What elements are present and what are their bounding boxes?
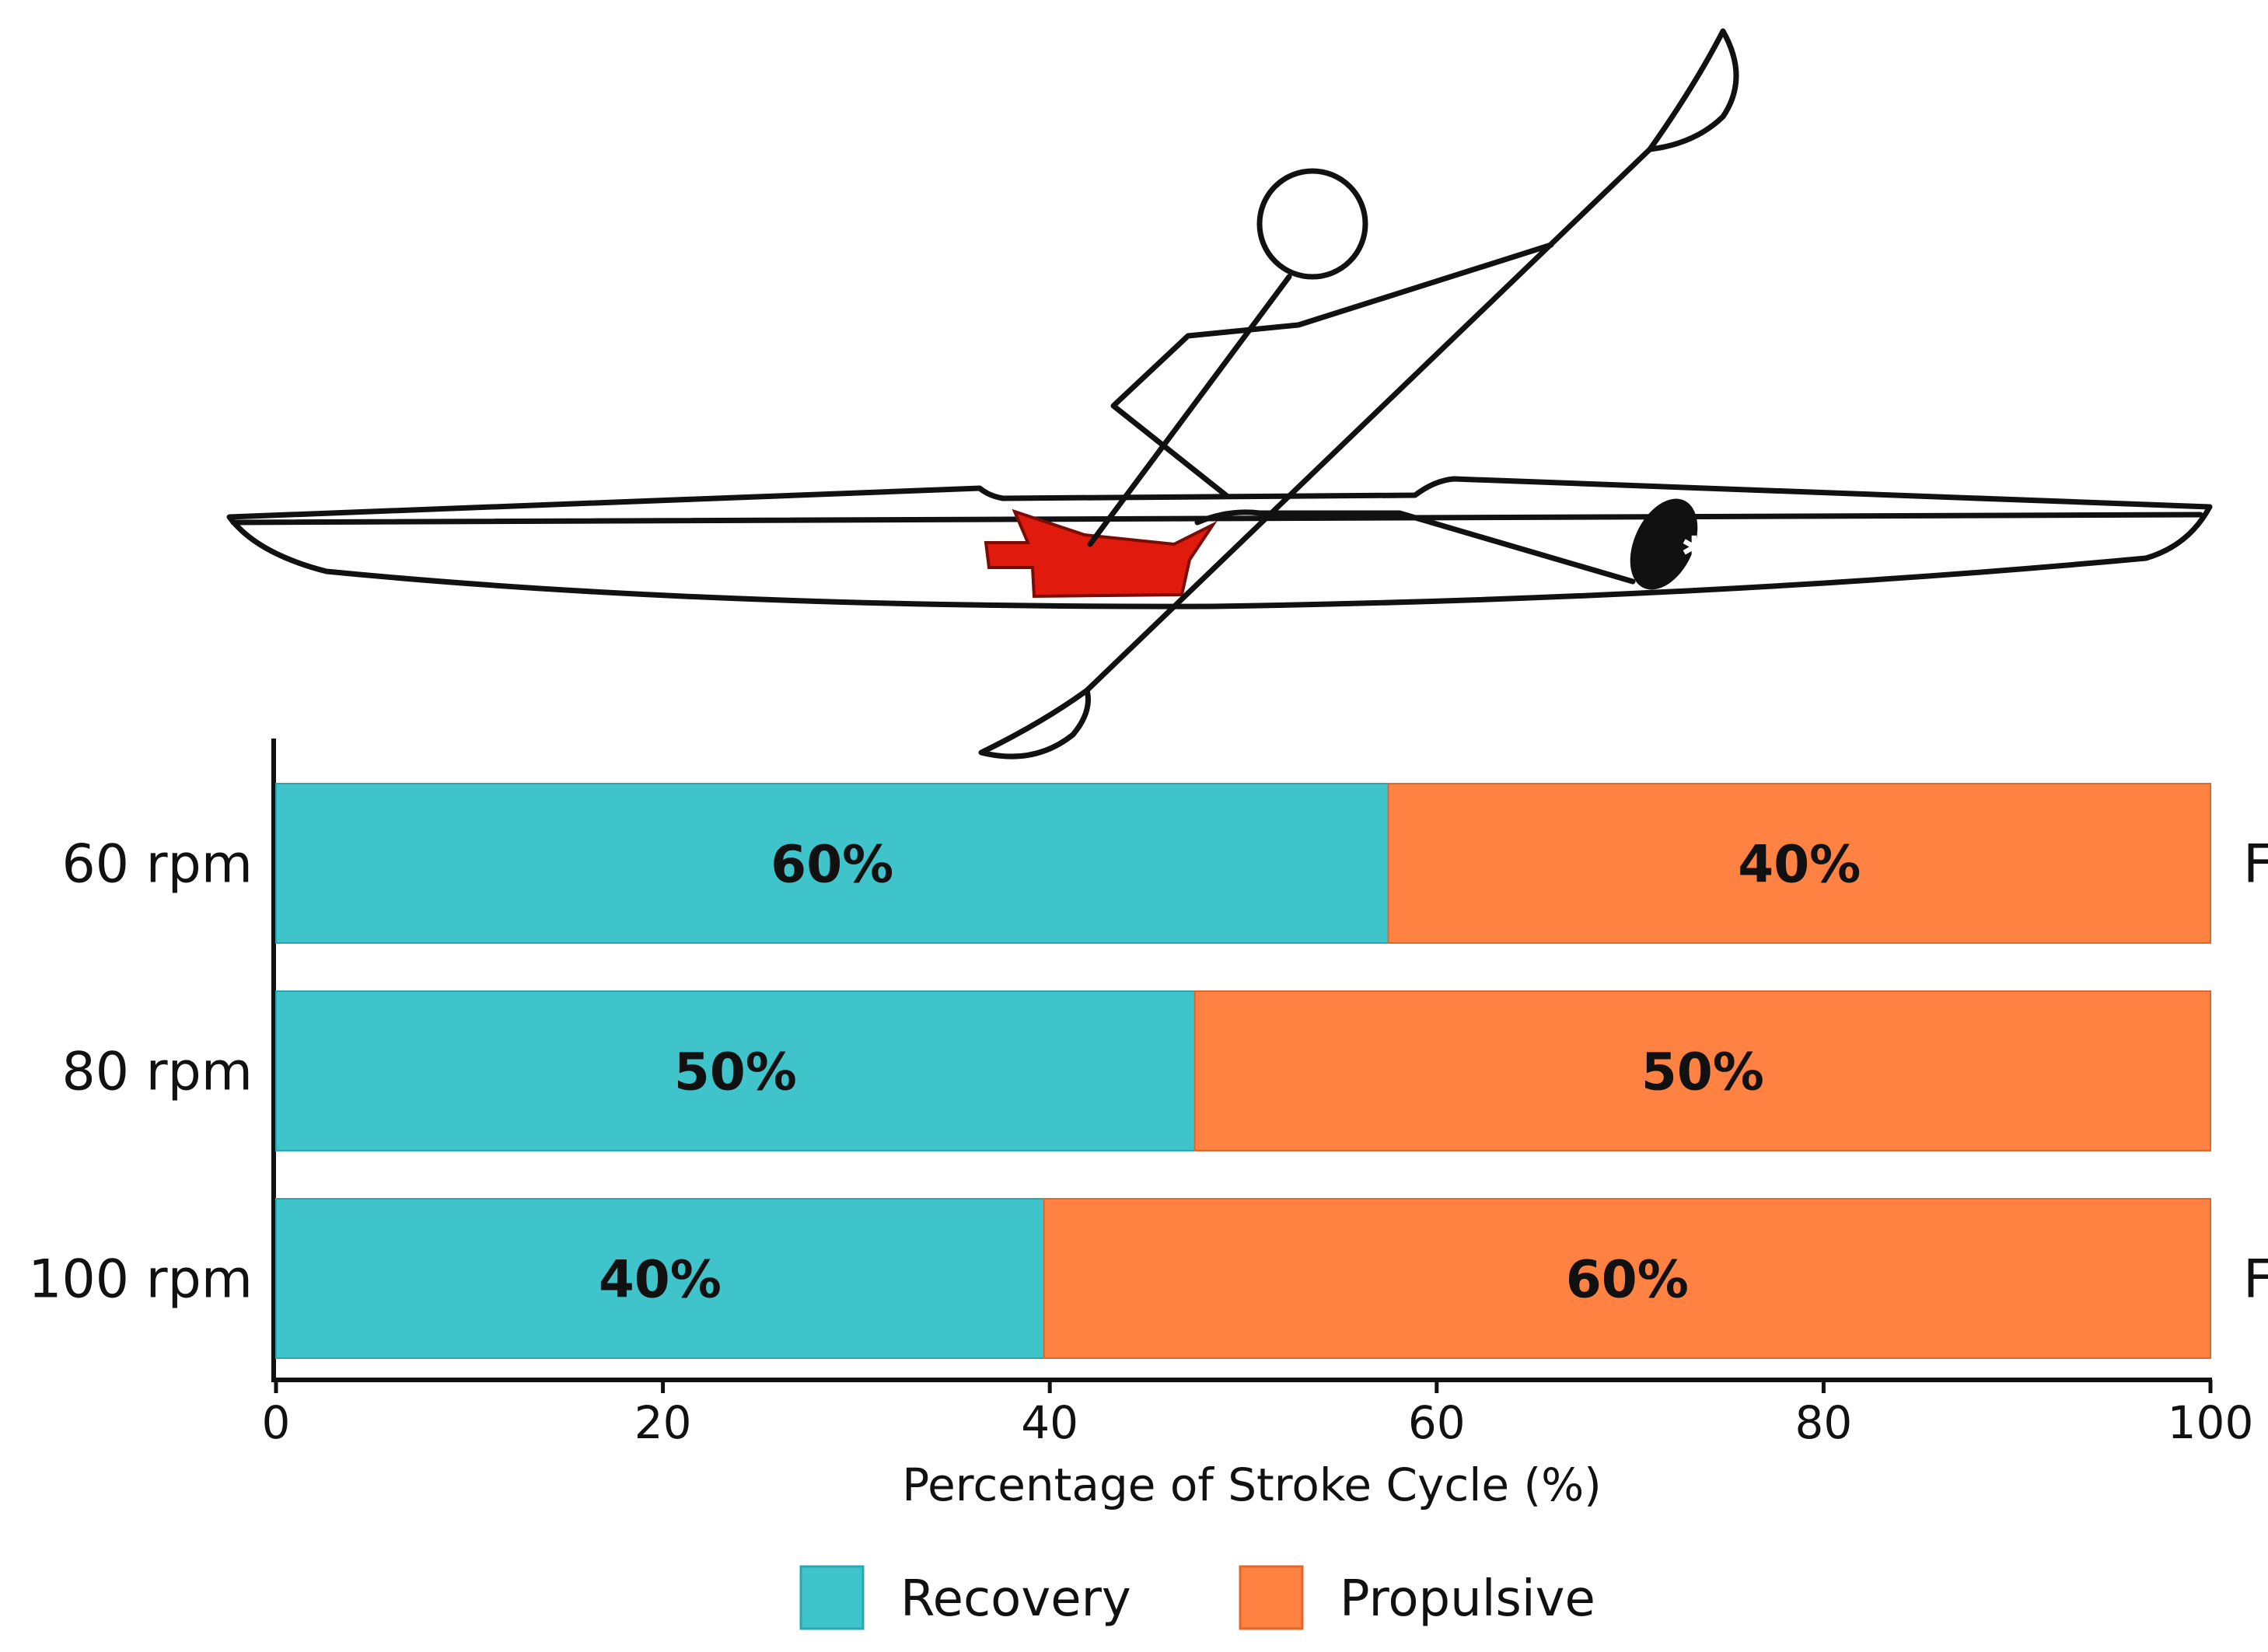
category-labels: 60 rpm 80 rpm 100 rpm [28,834,253,1311]
kayak-hull [226,476,2213,609]
legend-label-recovery: Recovery [900,1570,1131,1628]
legend: Recovery Propulsive [799,1565,1595,1630]
paddle-shaft [1084,146,1653,693]
legend-swatch-propulsive [1239,1565,1304,1630]
bar-propulsive-2 [1043,1198,2211,1359]
bar-recovery-1 [275,990,1196,1151]
x-tick-label-1: 20 [634,1396,692,1449]
paddler-torso [1087,274,1292,547]
x-ticks: 0 20 40 60 80 100 [262,1380,2254,1449]
legend-label-propulsive: Propulsive [1340,1570,1595,1628]
x-tick-label-3: 60 [1408,1396,1466,1449]
bar-propulsive-0 [1387,783,2211,944]
paddler-arm-near [1110,242,1554,499]
paddle-upper-blade [1647,28,1739,152]
bar-label-recovery-1: 50% [674,1043,797,1102]
bar-label-propulsive-2: 60% [1566,1250,1689,1310]
bar-label-propulsive-1: 50% [1641,1043,1764,1102]
x-tick-label-4: 80 [1794,1396,1852,1449]
kayak-footbrace [1630,498,1698,590]
x-tick-label-5: 100 [2168,1396,2254,1449]
legend-swatch-recovery [799,1565,865,1630]
kayak-paddler-icon: ✱ [226,28,2213,760]
right-edge-glyphs: FF [2243,834,2268,1311]
right-edge-glyph-2: F [2243,1249,2268,1311]
x-tick-label-2: 40 [1021,1396,1078,1449]
bar-recovery-2 [275,1198,1045,1359]
paddler-head [1256,168,1368,280]
right-edge-glyph-0: F [2243,834,2268,896]
bars-group: 60% 40% 50% 50% 40% 60% [275,783,2211,1359]
kayak-seat [984,508,1218,599]
paddle-lower-blade [978,687,1092,760]
category-label-1: 80 rpm [61,1042,253,1103]
bar-label-propulsive-0: 40% [1738,835,1861,895]
kayak-footbrace-symbol: ✱ [1681,530,1707,566]
bar-label-recovery-2: 40% [599,1250,722,1310]
x-axis-title: Percentage of Stroke Cycle (%) [902,1458,1602,1511]
bar-propulsive-1 [1193,990,2211,1151]
category-label-2: 100 rpm [28,1249,253,1311]
category-label-0: 60 rpm [61,834,253,896]
x-tick-label-0: 0 [262,1396,291,1449]
kayak-footbrace-line [1194,509,1636,585]
bar-label-recovery-0: 60% [771,835,893,895]
